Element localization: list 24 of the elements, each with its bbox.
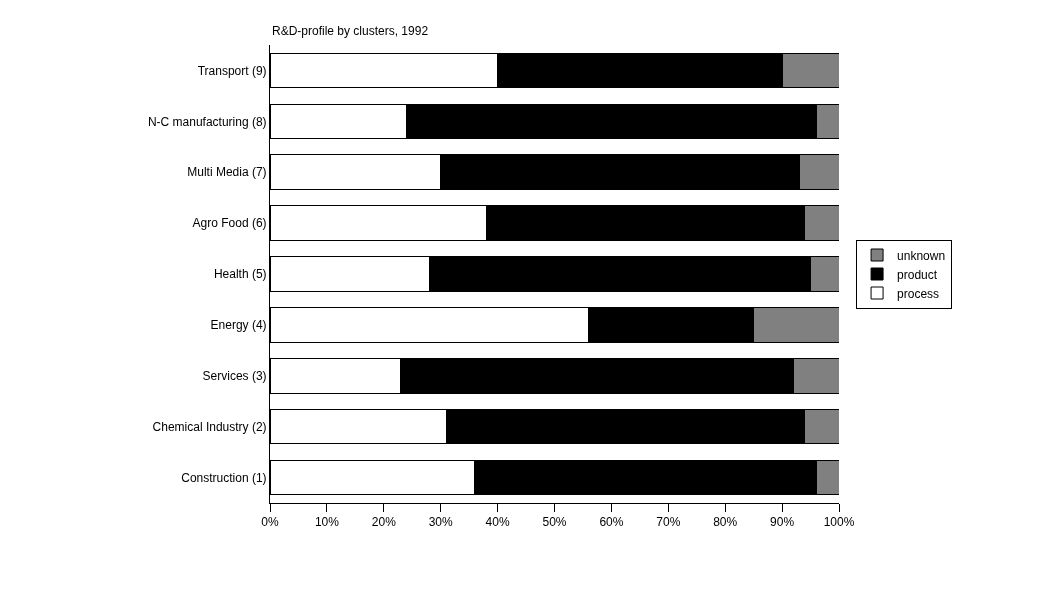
x-tick-label: 90% <box>770 515 795 530</box>
x-tick-label: 30% <box>428 515 454 530</box>
y-tick-label: Multi Media (7) <box>187 165 267 180</box>
y-tick-label: Chemical Industry (2) <box>152 419 267 434</box>
x-tick-label: 10% <box>314 515 340 530</box>
y-tick-label: N-C manufacturing (8) <box>147 114 267 129</box>
x-tick-label: 100% <box>823 515 855 530</box>
y-tick-label: Transport (9) <box>197 63 267 78</box>
y-tick-label: Construction (1) <box>181 470 267 485</box>
legend-label: process <box>897 286 940 301</box>
y-tick-label: Energy (4) <box>210 318 267 333</box>
y-tick-label: Agro Food (6) <box>192 216 267 231</box>
y-tick-label: Services (3) <box>202 368 267 383</box>
legend-label: unknown <box>897 248 946 263</box>
x-tick-label: 70% <box>656 515 681 530</box>
x-tick-label: 0% <box>261 515 279 530</box>
y-tick-label: Health (5) <box>213 267 267 282</box>
chart-title: R&D-profile by clusters, 1992 <box>272 24 429 39</box>
x-tick-label: 60% <box>599 515 624 530</box>
x-tick-label: 80% <box>713 515 738 530</box>
x-tick-label: 40% <box>485 515 510 530</box>
x-tick-label: 50% <box>542 515 567 530</box>
x-tick-label: 20% <box>371 515 397 530</box>
legend-label: product <box>897 267 938 282</box>
